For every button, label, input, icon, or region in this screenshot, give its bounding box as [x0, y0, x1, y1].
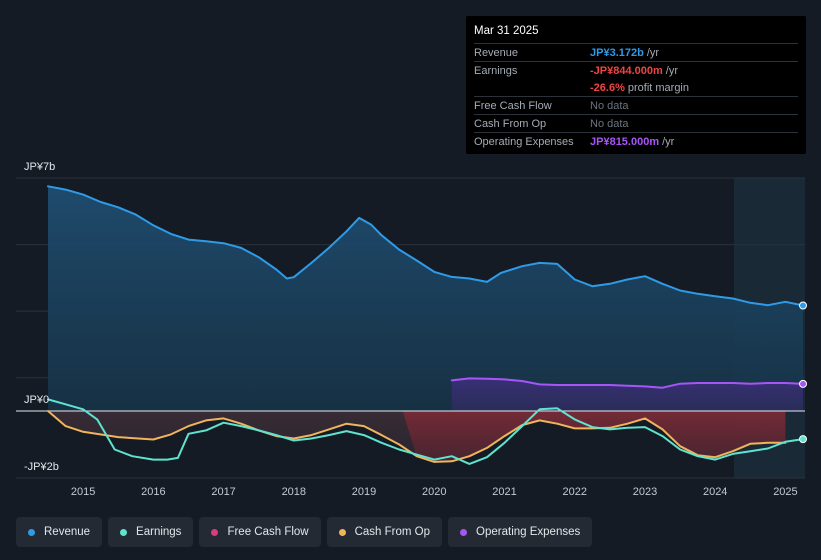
x-tick-label: 2018 [282, 486, 306, 498]
tooltip: Mar 31 2025 Revenue JP¥3.172b/yr Earnings -… [466, 16, 806, 154]
tooltip-row-unit: profit margin [627, 81, 689, 94]
tooltip-row-value: -26.6% [590, 81, 625, 94]
x-tick-label: 2022 [563, 486, 587, 498]
tooltip-row-label: Free Cash Flow [474, 99, 552, 112]
earnings-line [47, 398, 804, 465]
tooltip-date: Mar 31 2025 [474, 25, 539, 37]
x-tick-label: 2020 [422, 486, 446, 498]
operating-expenses-area [451, 378, 803, 411]
x-tick-label: 2019 [352, 486, 376, 498]
tooltip-row-value: JP¥815.000m [590, 135, 660, 148]
legend-item-earnings[interactable]: Earnings [108, 517, 194, 547]
tooltip-row-unit: /yr [665, 64, 679, 77]
legend-label: Cash From Op [354, 526, 431, 538]
legend-dot-icon [211, 528, 219, 536]
tooltip-row: Free Cash Flow No data [474, 96, 798, 114]
legend: Revenue Earnings Free Cash Flow Cash From O… [16, 517, 593, 547]
tooltip-row-label: Operating Expenses [474, 135, 574, 148]
legend-dot-icon [120, 528, 128, 536]
tooltip-row-unit: /yr [662, 135, 675, 148]
tooltip-row-value: No data [590, 117, 629, 130]
x-tick-label: 2021 [492, 486, 516, 498]
tooltip-row-value: No data [590, 99, 629, 112]
x-tick-label: 2025 [773, 486, 797, 498]
tooltip-row-label: Earnings [474, 64, 518, 77]
legend-label: Operating Expenses [476, 526, 581, 538]
legend-item-operating-expenses[interactable]: Operating Expenses [448, 517, 593, 547]
legend-item-cash-from-op[interactable]: Cash From Op [326, 517, 443, 547]
legend-label: Free Cash Flow [227, 526, 309, 538]
tooltip-row: Operating Expenses JP¥815.000m/yr [474, 132, 798, 150]
operating-expenses-end-marker [799, 379, 807, 388]
legend-label: Earnings [136, 526, 182, 538]
tooltip-row: Earnings -JP¥844.000m/yr [474, 61, 798, 79]
chart-area: JP¥7b JP¥0 -JP¥2b 2015 2016 2017 2018 2019 2020 2… [16, 161, 807, 498]
legend-dot-icon [28, 528, 35, 536]
y-tick-label: JP¥7b [24, 161, 55, 173]
x-tick-label: 2023 [633, 486, 657, 498]
legend-dot-icon [338, 528, 346, 536]
tooltip-row-label: Revenue [474, 46, 519, 59]
x-tick-label: 2017 [211, 486, 235, 498]
revenue-area [48, 186, 803, 411]
tooltip-row: -26.6% profit margin [474, 79, 798, 96]
revenue-end-marker [799, 301, 807, 310]
operating-expenses-line [450, 377, 804, 389]
earnings-end-marker [799, 435, 807, 444]
tooltip-row-unit: /yr [646, 46, 660, 59]
cash-from-op-line [47, 410, 787, 463]
x-tick-label: 2016 [141, 486, 165, 498]
tooltip-row: Cash From Op No data [474, 114, 798, 132]
tooltip-row-value: -JP¥844.000m [590, 64, 663, 77]
tooltip-row: Revenue JP¥3.172b/yr [474, 43, 798, 61]
x-tick-label: 2015 [71, 486, 95, 498]
legend-item-revenue[interactable]: Revenue [16, 517, 103, 547]
revenue-line [47, 185, 804, 307]
y-tick-label: -JP¥2b [24, 461, 59, 473]
legend-item-free-cash-flow[interactable]: Free Cash Flow [199, 517, 321, 547]
x-tick-label: 2024 [703, 486, 727, 498]
legend-label: Revenue [44, 526, 91, 538]
legend-dot-icon [460, 528, 468, 536]
free-cash-flow-area [402, 411, 786, 462]
tooltip-row-label: Cash From Op [474, 117, 547, 130]
tooltip-row-value: JP¥3.172b [590, 46, 644, 59]
y-tick-label: JP¥0 [24, 394, 49, 406]
